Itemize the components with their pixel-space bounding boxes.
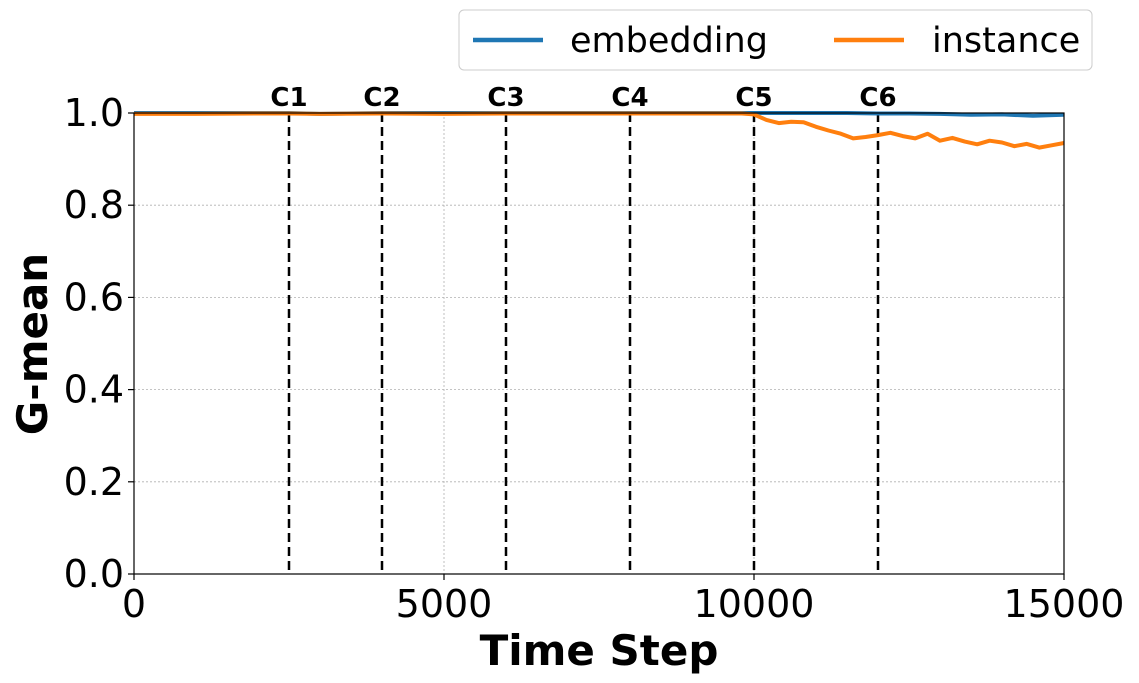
x-tick-label: 0 [122,582,146,626]
legend-label-instance: instance [932,21,1080,61]
y-axis-title: G-mean [8,253,57,435]
legend-label-embedding: embedding [570,21,768,61]
grid [133,112,1065,575]
y-tick-label: 0.4 [64,368,124,412]
plot-frame [133,112,1065,575]
marker-label-c4: C4 [611,83,648,113]
y-tick-label: 0.0 [64,552,124,596]
x-tick-label: 5000 [396,582,493,626]
axis-ticks: 0.0 0.2 0.4 0.6 0.8 1.0 0 5000 10000 15000 [64,91,1125,626]
legend: embedding instance [458,9,1093,71]
marker-label-c5: C5 [735,83,772,113]
x-tick-label: 15000 [1004,582,1125,626]
marker-label-c3: C3 [487,83,524,113]
marker-label-c2: C2 [363,83,400,113]
series-lines [134,111,1065,150]
y-tick-label: 0.6 [64,275,124,319]
series-line-instance [134,111,1065,150]
x-axis-title: Time Step [480,626,719,675]
legend-box [458,9,1093,71]
marker-label-c1: C1 [270,83,307,113]
y-tick-label: 1.0 [64,91,124,135]
x-tick-label: 10000 [694,582,815,626]
change-markers: C1 C2 C3 C4 C5 C6 [270,83,897,574]
marker-label-c6: C6 [859,83,896,113]
y-tick-label: 0.8 [64,183,124,227]
y-tick-label: 0.2 [64,460,124,504]
